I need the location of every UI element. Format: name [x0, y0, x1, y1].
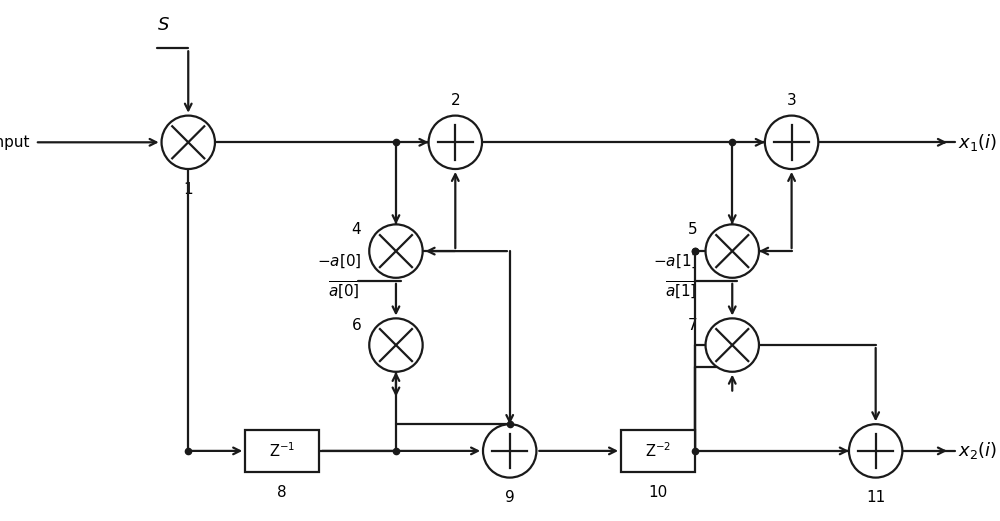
Circle shape	[849, 424, 902, 478]
Bar	[245, 430, 319, 472]
Text: 1: 1	[183, 182, 193, 197]
Circle shape	[706, 225, 759, 278]
Text: 4: 4	[352, 222, 361, 237]
Circle shape	[483, 424, 536, 478]
Circle shape	[765, 116, 818, 169]
Text: $-a[1]$: $-a[1]$	[653, 252, 698, 270]
Text: $\overline{a[0]}$: $\overline{a[0]}$	[328, 280, 361, 302]
Text: $x_2(i)$: $x_2(i)$	[958, 440, 997, 462]
Circle shape	[369, 225, 423, 278]
Text: $x_1(i)$: $x_1(i)$	[958, 132, 997, 153]
Text: $S$: $S$	[157, 17, 169, 34]
Text: 5: 5	[688, 222, 698, 237]
Text: 2: 2	[450, 93, 460, 108]
Text: Z$^{-1}$: Z$^{-1}$	[269, 442, 295, 460]
Bar	[621, 430, 695, 472]
Text: 6: 6	[352, 318, 361, 333]
Circle shape	[429, 116, 482, 169]
Circle shape	[162, 116, 215, 169]
Text: 10: 10	[648, 485, 668, 500]
Text: Input: Input	[0, 135, 30, 150]
Text: 8: 8	[277, 485, 287, 500]
Text: 9: 9	[505, 490, 515, 505]
Text: $\overline{a[1]}$: $\overline{a[1]}$	[665, 280, 698, 302]
Circle shape	[369, 318, 423, 372]
Circle shape	[706, 318, 759, 372]
Text: 7: 7	[688, 318, 698, 333]
Text: $-a[0]$: $-a[0]$	[317, 252, 361, 270]
Text: 11: 11	[866, 490, 885, 505]
Text: 3: 3	[787, 93, 796, 108]
Text: Z$^{-2}$: Z$^{-2}$	[645, 442, 671, 460]
